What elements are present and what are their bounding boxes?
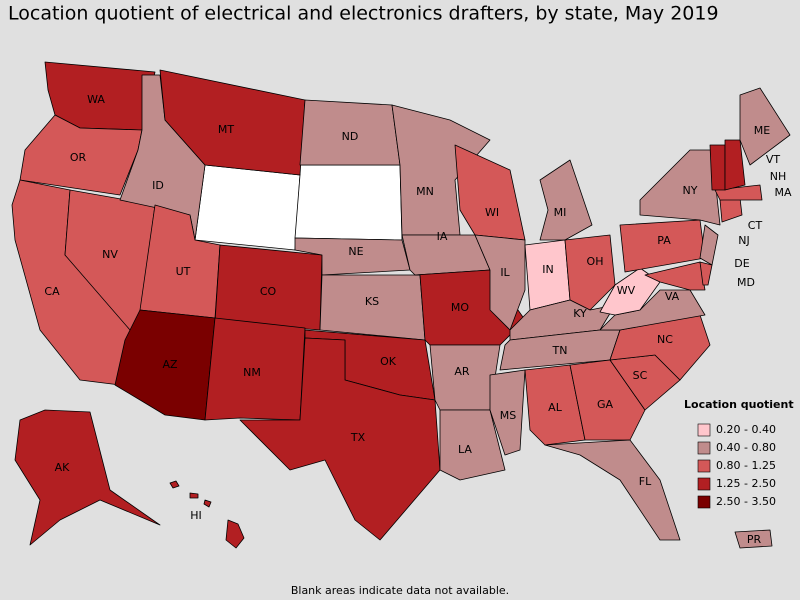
- state-label: IL: [500, 266, 510, 279]
- state-label: TN: [552, 344, 568, 357]
- state-label: MS: [500, 409, 516, 422]
- state: [169, 480, 245, 549]
- state-no-data: [294, 164, 403, 241]
- state-label: MO: [451, 301, 469, 314]
- state-label: ID: [152, 179, 164, 192]
- state: [564, 234, 616, 311]
- state-label: AK: [55, 461, 71, 474]
- state-label: IN: [542, 263, 553, 276]
- state: [489, 369, 526, 456]
- state-label: MA: [774, 186, 791, 199]
- state-label: ND: [342, 130, 359, 143]
- state-label: NJ: [738, 234, 749, 247]
- state-no-data: [194, 164, 301, 251]
- legend-title: Location quotient: [684, 398, 794, 411]
- state: [439, 409, 506, 481]
- legend-swatch: [697, 423, 711, 437]
- states: [11, 61, 791, 549]
- state-label: OH: [587, 255, 604, 268]
- state: [539, 159, 593, 241]
- state-label: KY: [573, 307, 587, 320]
- state: [14, 409, 161, 546]
- state-label: AL: [548, 401, 563, 414]
- legend-swatch: [697, 495, 711, 509]
- state-label: KS: [365, 295, 379, 308]
- state-label: TX: [350, 431, 366, 444]
- state-label: NH: [770, 170, 787, 183]
- state: [739, 87, 791, 166]
- state-label: PA: [657, 234, 671, 247]
- state-label: MI: [554, 206, 567, 219]
- state-label: ME: [754, 124, 770, 137]
- state-label: NM: [243, 366, 261, 379]
- state: [454, 144, 526, 241]
- legend: Location quotient 0.20 - 0.40 0.40 - 0.80…: [684, 398, 794, 509]
- state-label: AZ: [162, 358, 178, 371]
- state: [734, 529, 773, 549]
- state: [544, 439, 681, 541]
- state: [724, 139, 746, 191]
- state-label: SC: [633, 369, 648, 382]
- state-label: HI: [190, 509, 202, 522]
- state-label: UT: [176, 265, 191, 278]
- state: [699, 224, 719, 266]
- state-label: NY: [683, 184, 698, 197]
- legend-label: 0.20 - 0.40: [716, 423, 776, 436]
- no-data-states: [194, 164, 403, 251]
- state: [639, 149, 721, 226]
- state: [239, 337, 441, 541]
- legend-label: 2.50 - 3.50: [716, 495, 776, 508]
- state: [204, 317, 306, 421]
- state: [159, 69, 306, 176]
- state-label: FL: [639, 475, 652, 488]
- state-label: NC: [657, 333, 673, 346]
- state-label: AR: [454, 365, 470, 378]
- state: [719, 197, 743, 223]
- legend-swatch: [697, 459, 711, 473]
- state-label: MD: [737, 276, 755, 289]
- state-label: LA: [458, 443, 472, 456]
- state-label: WV: [617, 284, 636, 297]
- legend-swatch: [697, 477, 711, 491]
- state: [524, 364, 586, 446]
- state-label: WI: [485, 206, 499, 219]
- state-label: CO: [260, 285, 277, 298]
- state: [699, 261, 713, 286]
- legend-label: 0.80 - 1.25: [716, 459, 776, 472]
- state-label: MN: [416, 185, 434, 198]
- state: [391, 104, 491, 236]
- state-label: VT: [766, 153, 781, 166]
- state-label: GA: [597, 398, 614, 411]
- state-label: OR: [70, 151, 87, 164]
- legend-label: 0.40 - 0.80: [716, 441, 776, 454]
- state-label: PR: [747, 533, 762, 546]
- state-label: CT: [748, 219, 763, 232]
- state-label: MT: [218, 123, 234, 136]
- state: [569, 359, 646, 441]
- state-label: DE: [734, 257, 749, 270]
- legend-swatch: [697, 441, 711, 455]
- state-label: VA: [665, 290, 680, 303]
- state-label: NE: [348, 245, 363, 258]
- state-label: CA: [44, 285, 60, 298]
- state-labels: WA OR CA NV ID MT UT CO AZ NM ND NE KS O…: [44, 93, 792, 546]
- state-label: IA: [437, 230, 448, 243]
- title: Location quotient of electrical and elec…: [8, 3, 719, 25]
- state: [709, 144, 726, 191]
- state: [19, 114, 143, 196]
- state-label: NV: [102, 248, 118, 261]
- state: [644, 261, 706, 291]
- footnote: Blank areas indicate data not available.: [291, 584, 509, 597]
- legend-label: 1.25 - 2.50: [716, 477, 776, 490]
- state-label: OK: [380, 355, 397, 368]
- state-label: WA: [87, 93, 105, 106]
